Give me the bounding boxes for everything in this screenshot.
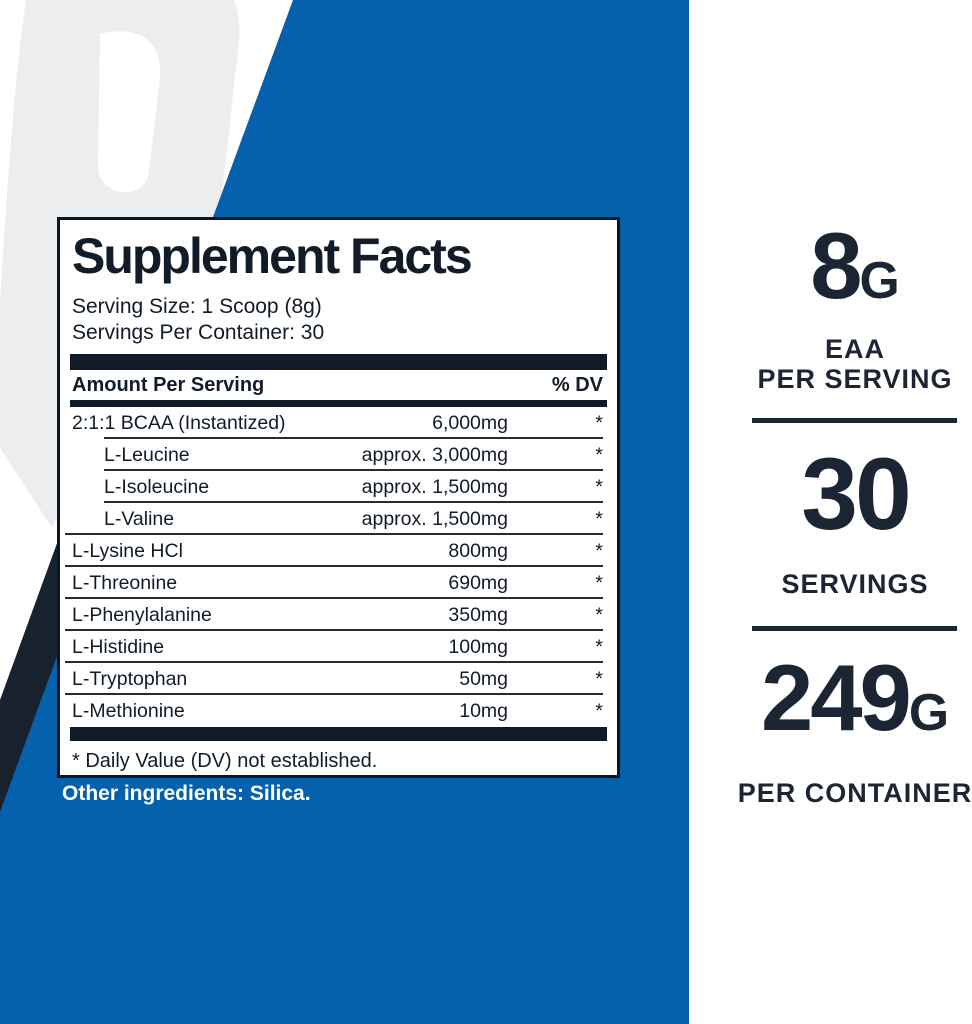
servings-per-container: Servings Per Container: 30 xyxy=(72,321,325,344)
row-separator xyxy=(65,533,603,535)
ingredient-name: 2:1:1 BCAA (Instantized) xyxy=(72,411,286,434)
stats-panel: 8G EAA PER SERVING 30 SERVINGS 249G PER … xyxy=(735,0,972,1024)
stat-label: SERVINGS xyxy=(781,569,929,599)
table-row: L-Leucine approx. 3,000mg * xyxy=(60,439,617,471)
ingredient-name: L-Histidine xyxy=(72,635,165,658)
supplement-facts-panel: Supplement Facts Serving Size: 1 Scoop (… xyxy=(57,217,620,778)
table-row: 2:1:1 BCAA (Instantized) 6,000mg * xyxy=(60,407,617,439)
navy-diagonal-stripe xyxy=(0,535,60,812)
row-separator xyxy=(65,629,603,631)
ingredient-dv: * xyxy=(595,443,603,466)
row-separator xyxy=(104,437,603,439)
table-header: Amount Per Serving % DV xyxy=(60,370,617,400)
table-row: L-Threonine 690mg * xyxy=(60,567,617,599)
row-separator xyxy=(65,597,603,599)
stat-value: 30 xyxy=(801,437,911,551)
serving-size: Serving Size: 1 Scoop (8g) xyxy=(72,295,322,318)
ingredient-amount: 10mg xyxy=(459,699,508,722)
ingredient-amount: approx. 1,500mg xyxy=(361,475,508,498)
divider-line xyxy=(752,626,957,631)
ingredient-name: L-Valine xyxy=(104,507,175,530)
ingredient-dv: * xyxy=(595,507,603,530)
stat-label: EAA xyxy=(824,334,885,364)
table-row: L-Tryptophan 50mg * xyxy=(60,663,617,695)
ingredient-amount: 690mg xyxy=(448,571,508,594)
divider-line xyxy=(752,418,957,423)
stat-unit: G xyxy=(908,683,950,741)
ingredient-amount: 50mg xyxy=(459,667,508,690)
divider-bar xyxy=(70,354,607,370)
ingredient-dv: * xyxy=(595,475,603,498)
table-row: L-Histidine 100mg * xyxy=(60,631,617,663)
stat-grams-per-container: 249G PER CONTAINER xyxy=(735,645,972,809)
stat-eaa-per-serving: 8G EAA PER SERVING xyxy=(735,213,972,395)
ingredient-name: L-Isoleucine xyxy=(104,475,210,498)
ingredient-dv: * xyxy=(595,411,603,434)
table-row: L-Lysine HCl 800mg * xyxy=(60,535,617,567)
ingredient-dv: * xyxy=(595,571,603,594)
ingredient-name: L-Methionine xyxy=(72,699,185,722)
other-ingredients: Other ingredients: Silica. xyxy=(62,782,311,805)
ingredient-name: L-Lysine HCl xyxy=(72,539,183,562)
column-percent-dv: % DV xyxy=(551,373,603,396)
table-row: L-Methionine 10mg * xyxy=(60,695,617,727)
stat-servings: 30 SERVINGS xyxy=(735,437,972,599)
ingredient-dv: * xyxy=(595,699,603,722)
ingredient-amount: 350mg xyxy=(448,603,508,626)
ingredient-name: L-Phenylalanine xyxy=(72,603,212,626)
ingredient-dv: * xyxy=(595,539,603,562)
ingredient-dv: * xyxy=(595,667,603,690)
row-separator xyxy=(65,565,603,567)
ingredient-name: L-Tryptophan xyxy=(72,667,188,690)
ingredient-amount: 6,000mg xyxy=(432,411,508,434)
ingredient-table: 2:1:1 BCAA (Instantized) 6,000mg * L-Leu… xyxy=(60,407,617,727)
divider-bar xyxy=(70,727,607,741)
row-separator xyxy=(104,469,603,471)
row-separator xyxy=(65,661,603,663)
stat-label: PER SERVING xyxy=(757,364,953,394)
column-amount-per-serving: Amount Per Serving xyxy=(72,373,265,396)
table-row: L-Isoleucine approx. 1,500mg * xyxy=(60,471,617,503)
ingredient-amount: 100mg xyxy=(448,635,508,658)
stat-unit: G xyxy=(859,251,900,309)
stat-value: 249G xyxy=(760,645,950,750)
row-separator xyxy=(65,693,603,695)
ingredient-dv: * xyxy=(595,603,603,626)
ingredient-name: L-Threonine xyxy=(72,571,178,594)
row-separator xyxy=(104,501,603,503)
daily-value-footnote: * Daily Value (DV) not established. xyxy=(72,750,378,772)
ingredient-dv: * xyxy=(595,635,603,658)
divider-bar xyxy=(70,400,607,407)
stat-label: PER CONTAINER xyxy=(737,778,972,808)
stat-value: 8G xyxy=(810,213,900,318)
ingredient-amount: approx. 3,000mg xyxy=(361,443,508,466)
ingredient-name: L-Leucine xyxy=(104,443,190,466)
table-row: L-Valine approx. 1,500mg * xyxy=(60,503,617,535)
ingredient-amount: approx. 1,500mg xyxy=(361,507,508,530)
panel-title: Supplement Facts xyxy=(72,228,473,284)
table-row: L-Phenylalanine 350mg * xyxy=(60,599,617,631)
ingredient-amount: 800mg xyxy=(448,539,508,562)
